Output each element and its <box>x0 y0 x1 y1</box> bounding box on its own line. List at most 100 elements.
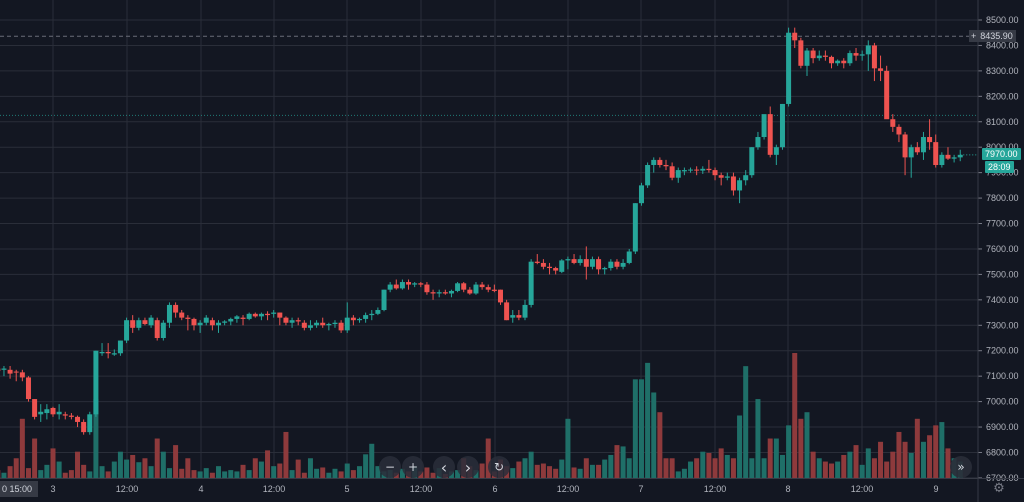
volume-bar <box>455 470 461 478</box>
volume-bar <box>553 468 559 478</box>
zoom-out-button[interactable]: − <box>379 456 401 478</box>
candle-body <box>798 40 804 66</box>
settings-button[interactable]: ⚙ <box>990 480 1008 498</box>
volume-bar <box>320 467 326 478</box>
candle-body <box>632 203 638 252</box>
candle-body <box>878 68 884 71</box>
volume-bar <box>559 459 565 478</box>
candle-body <box>87 414 93 433</box>
crosshair-plus-icon[interactable]: + <box>971 31 977 41</box>
price-axis-label: 8400.00 <box>986 40 1019 50</box>
candle-body <box>737 180 743 191</box>
candle-body <box>216 322 222 326</box>
volume-bar <box>369 443 375 478</box>
crosshair-price-label: + 8435.90 <box>969 30 1016 42</box>
volume-bar <box>657 412 663 478</box>
volume-bar <box>25 468 31 478</box>
candle-body <box>896 126 902 135</box>
volume-bar <box>730 458 736 478</box>
volume-bar <box>216 466 222 478</box>
volume-bar <box>939 422 945 478</box>
candle-body <box>479 284 485 288</box>
double-chevron-right-icon: » <box>957 460 965 474</box>
candle-body <box>933 142 939 166</box>
price-axis-label: 6800.00 <box>986 447 1019 457</box>
zoom-in-button[interactable]: + <box>402 456 424 478</box>
chevron-left-icon: ‹ <box>440 457 448 477</box>
scroll-to-realtime-button[interactable]: » <box>950 456 972 478</box>
volume-bar <box>81 464 87 478</box>
candle-body <box>829 56 835 64</box>
candle-body <box>491 289 497 291</box>
volume-bar <box>332 468 338 478</box>
price-axis-label: 8300.00 <box>986 66 1019 76</box>
candle-body <box>841 60 847 64</box>
volume-bar <box>166 468 172 478</box>
volume-bar <box>596 464 602 478</box>
candle-body <box>663 165 669 167</box>
volume-bar <box>154 438 160 478</box>
candle-body <box>853 53 859 56</box>
candle-body <box>638 185 644 204</box>
candle-body <box>338 322 344 331</box>
volume-bar <box>651 392 657 478</box>
volume-bar <box>724 454 730 478</box>
volume-bar <box>522 458 528 478</box>
volume-bar <box>430 472 436 478</box>
candle-body <box>142 320 148 325</box>
volume-bar <box>7 466 13 478</box>
volume-bar <box>804 412 810 478</box>
volume-bar <box>516 461 522 478</box>
candle-body <box>927 137 933 143</box>
volume-bar <box>510 468 516 478</box>
candle-body <box>369 313 375 316</box>
candle-body <box>166 304 172 323</box>
scroll-right-button[interactable]: › <box>457 456 479 478</box>
candle-body <box>265 313 271 316</box>
candle-body <box>822 55 828 57</box>
volume-bar <box>265 450 271 478</box>
volume-bar <box>700 451 706 478</box>
time-axis-label: 9 <box>933 484 938 494</box>
volume-bar <box>773 438 779 478</box>
candle-body <box>884 70 890 120</box>
candle-body <box>565 259 571 261</box>
volume-bar <box>32 438 38 478</box>
candle-body <box>522 304 528 318</box>
volume-bar <box>914 418 920 478</box>
time-axis-label: 5 <box>344 484 349 494</box>
candle-body <box>406 282 412 285</box>
candle-body <box>350 317 356 321</box>
time-axis-label: 3 <box>50 484 55 494</box>
volume-bar <box>344 463 350 478</box>
candle-body <box>25 377 31 400</box>
volume-bar <box>56 461 62 478</box>
candle-body <box>571 259 577 263</box>
candle-body <box>381 289 387 311</box>
candle-body <box>779 103 785 148</box>
price-axis-label: 7500.00 <box>986 269 1019 279</box>
time-axis-label: 6 <box>492 484 497 494</box>
volume-bar <box>222 471 228 478</box>
scroll-left-button[interactable]: ‹ <box>433 456 455 478</box>
candle-body <box>461 283 467 290</box>
candle-body <box>387 284 393 290</box>
candle-body <box>516 315 522 318</box>
candle-body <box>117 340 123 354</box>
candle-body <box>608 261 614 269</box>
volume-bar <box>933 425 939 478</box>
reset-chart-button[interactable]: ↻ <box>488 456 510 478</box>
candle-body <box>669 166 675 178</box>
volume-bar <box>185 458 191 478</box>
candle-body <box>620 262 626 267</box>
candle-body <box>497 289 503 303</box>
candle-body <box>418 283 424 285</box>
minus-icon: − <box>384 460 396 474</box>
candle-body <box>724 176 730 178</box>
volume-bar <box>142 458 148 478</box>
price-axis-label: 8500.00 <box>986 15 1019 25</box>
candle-body <box>577 259 583 263</box>
volume-bar <box>712 458 718 478</box>
